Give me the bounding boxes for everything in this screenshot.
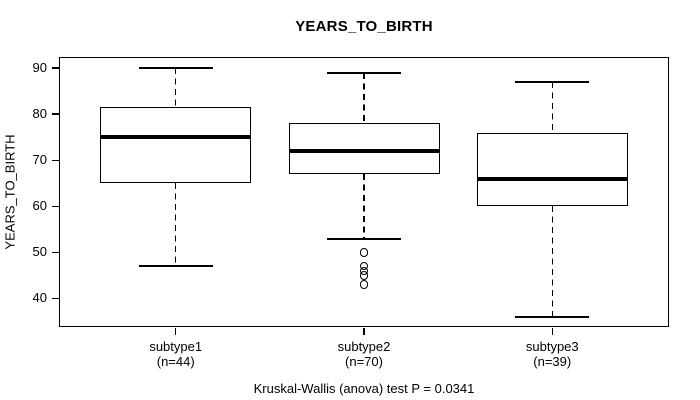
iqr-box	[288, 123, 440, 175]
y-tick-label: 80	[32, 106, 47, 122]
y-tick-label: 70	[32, 152, 47, 168]
y-tick-mark	[51, 251, 60, 254]
upper-whisker-line	[551, 81, 554, 133]
y-tick-mark	[51, 205, 60, 207]
iqr-box	[100, 107, 252, 184]
upper-whisker-cap	[515, 80, 590, 83]
y-tick-mark	[51, 67, 60, 69]
x-tick-mark	[551, 327, 553, 335]
x-tick-label: subtype2 (n=70)	[284, 339, 444, 369]
x-tick-label: subtype1 (n=44)	[96, 339, 256, 369]
group-count-label: (n=44)	[156, 353, 195, 369]
lower-whisker-cap	[138, 265, 213, 268]
x-tick-label: subtype3 (n=39)	[472, 339, 632, 369]
upper-whisker-line	[363, 72, 365, 124]
y-tick-label: 60	[32, 198, 47, 214]
plot-frame	[59, 57, 669, 327]
group-label: subtype3	[525, 339, 579, 354]
lower-whisker-cap	[327, 237, 401, 240]
lower-whisker-cap	[515, 315, 590, 318]
y-tick-mark	[51, 113, 60, 115]
lower-whisker-line	[363, 174, 365, 239]
group-label: subtype2	[337, 339, 391, 354]
median-line	[288, 148, 440, 153]
upper-whisker-cap	[138, 67, 213, 70]
y-tick-mark	[51, 297, 60, 300]
outlier-point	[359, 271, 369, 280]
outlier-point	[359, 280, 369, 289]
y-tick-label: 40	[32, 290, 47, 306]
y-tick-label: 50	[32, 244, 47, 260]
x-tick-mark	[175, 327, 177, 335]
outlier-point	[359, 248, 369, 257]
group-count-label: (n=39)	[533, 353, 572, 369]
upper-whisker-line	[174, 68, 177, 108]
y-tick-mark	[51, 159, 60, 161]
iqr-box	[476, 132, 628, 207]
median-line	[100, 135, 252, 140]
chart-title: YEARS_TO_BIRTH	[295, 18, 433, 35]
lower-whisker-line	[551, 206, 554, 317]
group-count-label: (n=70)	[345, 353, 383, 369]
median-line	[476, 176, 628, 181]
y-tick-label: 90	[32, 60, 47, 76]
lower-whisker-line	[174, 183, 177, 267]
upper-whisker-cap	[327, 71, 401, 74]
group-label: subtype1	[149, 339, 203, 354]
stats-annotation: Kruskal-Wallis (anova) test P = 0.0341	[253, 381, 475, 396]
x-tick-mark	[363, 327, 365, 335]
